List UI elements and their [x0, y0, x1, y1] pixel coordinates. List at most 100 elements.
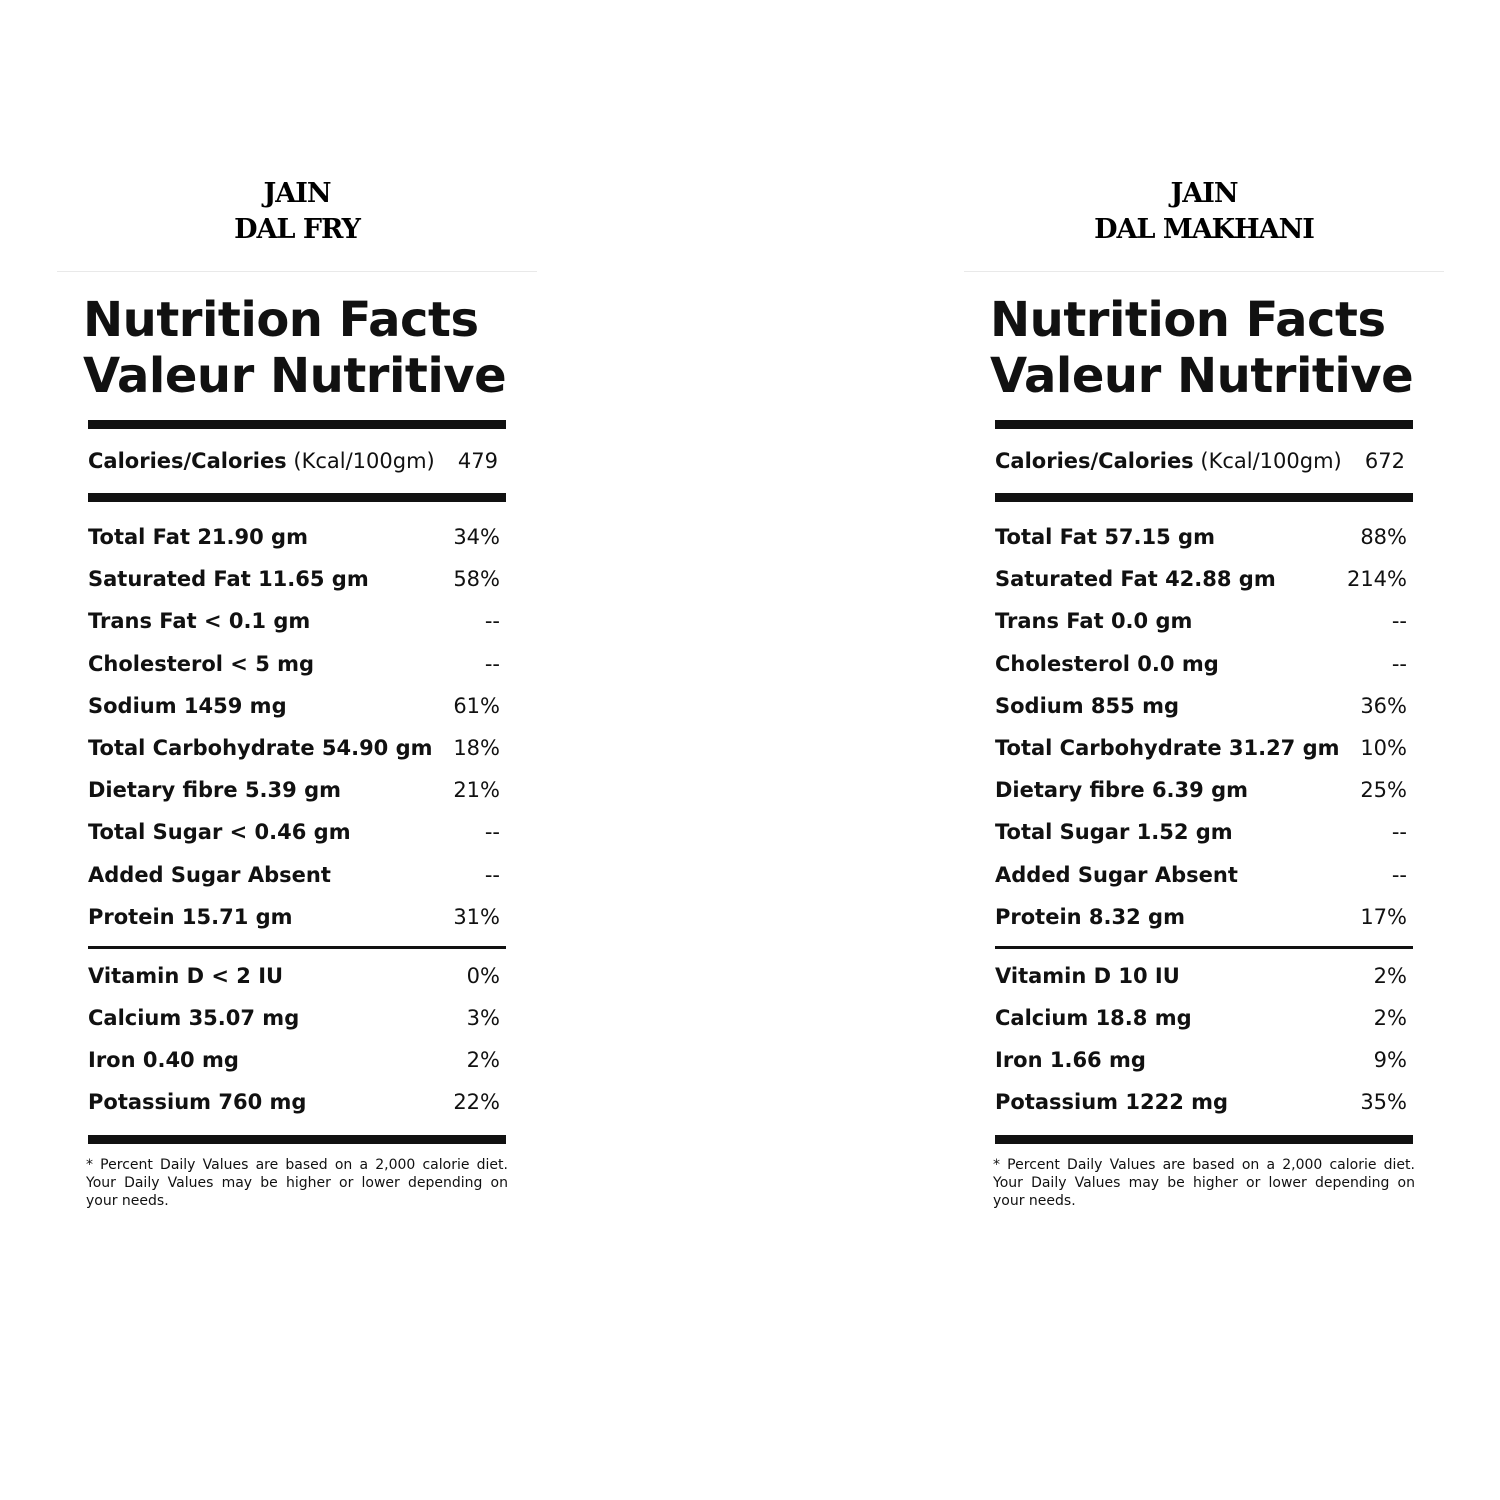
nutrient-daily-value: -- [1391, 651, 1407, 676]
nutrient-daily-value: -- [484, 820, 500, 845]
nutrient-row: Cholesterol 0.0 mg -- [995, 643, 1409, 685]
nutrient-row: Added Sugar Absent -- [88, 854, 502, 896]
nutrient-row: Total Fat 57.15 gm 88% [995, 516, 1409, 558]
vitamin-row: Calcium 18.8 mg 2% [995, 997, 1409, 1039]
nutrient-name: Total Fat 57.15 gm [995, 525, 1215, 550]
nutrient-row: Dietary fibre 5.39 gm 21% [88, 769, 502, 811]
vitamin-daily-value: 9% [1373, 1047, 1407, 1072]
footnote: * Percent Daily Values are based on a 2,… [86, 1156, 508, 1209]
nutrient-name: Cholesterol < 5 mg [88, 651, 315, 676]
vitamin-daily-value: 3% [466, 1005, 500, 1030]
nutrient-name: Sodium 855 mg [995, 693, 1179, 718]
nutrient-daily-value: 88% [1360, 525, 1407, 550]
vitamin-row: Iron 1.66 mg 9% [995, 1039, 1409, 1081]
nutrient-row: Total Fat 21.90 gm 34% [88, 516, 502, 558]
calories-label: Calories/Calories [995, 449, 1194, 473]
nutrient-row: Total Sugar < 0.46 gm -- [88, 811, 502, 853]
nutrient-name: Total Sugar 1.52 gm [995, 820, 1233, 845]
nutrient-list: Total Fat 21.90 gm 34% Saturated Fat 11.6… [88, 502, 502, 946]
calories-unit: (Kcal/100gm) [293, 449, 435, 473]
nutrient-row: Dietary fibre 6.39 gm 25% [995, 769, 1409, 811]
product-name-line-1: JAIN [263, 178, 331, 209]
nutrient-name: Added Sugar Absent [88, 862, 331, 887]
product-name-line-2: DAL FRY [234, 214, 361, 245]
label-title-english: Nutrition Facts [83, 292, 479, 348]
nutrient-daily-value: 36% [1360, 693, 1407, 718]
nutrient-name: Sodium 1459 mg [88, 693, 287, 718]
nutrient-daily-value: 58% [453, 567, 500, 592]
nutrient-row: Saturated Fat 11.65 gm 58% [88, 558, 502, 600]
nutrient-name: Added Sugar Absent [995, 862, 1238, 887]
nutrient-name: Dietary fibre 5.39 gm [88, 778, 341, 803]
vitamin-name: Vitamin D 10 IU [995, 963, 1180, 988]
vitamin-daily-value: 2% [1373, 963, 1407, 988]
nutrient-name: Protein 8.32 gm [995, 904, 1185, 929]
nutrient-name: Trans Fat < 0.1 gm [88, 609, 311, 634]
nutrient-row: Protein 8.32 gm 17% [995, 896, 1409, 938]
nutrient-daily-value: 17% [1360, 904, 1407, 929]
nutrient-row: Trans Fat 0.0 gm -- [995, 600, 1409, 642]
label-title-french: Valeur Nutritive [990, 348, 1414, 404]
vitamin-name: Iron 0.40 mg [88, 1047, 239, 1072]
nutrient-name: Trans Fat 0.0 gm [995, 609, 1193, 634]
nutrient-row: Cholesterol < 5 mg -- [88, 643, 502, 685]
nutrient-row: Sodium 855 mg 36% [995, 685, 1409, 727]
nutrient-name: Protein 15.71 gm [88, 904, 293, 929]
product-name: JAIN DAL FRY [57, 176, 537, 248]
vitamin-daily-value: 35% [1360, 1089, 1407, 1114]
nutrient-daily-value: 61% [453, 693, 500, 718]
nutrient-name: Total Sugar < 0.46 gm [88, 820, 351, 845]
thick-divider [88, 420, 506, 429]
nutrient-name: Total Carbohydrate 54.90 gm [88, 736, 433, 761]
panel-dal-fry: JAIN DAL FRY Nutrition Facts Valeur Nutr… [57, 0, 537, 1500]
divider [964, 271, 1444, 272]
vitamin-name: Calcium 35.07 mg [88, 1005, 300, 1030]
thin-divider [88, 945, 506, 949]
nutrition-label: Nutrition Facts Valeur Nutritive Calorie… [990, 292, 1415, 1210]
nutrient-daily-value: -- [1391, 609, 1407, 634]
vitamin-name: Potassium 1222 mg [995, 1089, 1229, 1114]
nutrient-daily-value: -- [1391, 820, 1407, 845]
vitamin-daily-value: 2% [1373, 1005, 1407, 1030]
vitamin-row: Vitamin D < 2 IU 0% [88, 955, 502, 997]
nutrient-name: Saturated Fat 42.88 gm [995, 567, 1276, 592]
nutrient-daily-value: 18% [453, 736, 500, 761]
vitamin-name: Calcium 18.8 mg [995, 1005, 1192, 1030]
nutrient-name: Cholesterol 0.0 mg [995, 651, 1219, 676]
calories-label: Calories/Calories [88, 449, 287, 473]
nutrient-row: Sodium 1459 mg 61% [88, 685, 502, 727]
product-name-line-1: JAIN [1170, 178, 1238, 209]
nutrient-list: Total Fat 57.15 gm 88% Saturated Fat 42.8… [995, 502, 1409, 946]
label-title-french: Valeur Nutritive [83, 348, 507, 404]
nutrient-row: Total Carbohydrate 54.90 gm 18% [88, 727, 502, 769]
nutrient-row: Total Sugar 1.52 gm -- [995, 811, 1409, 853]
nutrient-daily-value: 21% [453, 778, 500, 803]
calories-value: 672 [1364, 449, 1405, 473]
nutrient-daily-value: 31% [453, 904, 500, 929]
calories-row: Calories/Calories (Kcal/100gm) 479 [88, 429, 502, 493]
divider [57, 271, 537, 272]
thin-divider [995, 945, 1413, 949]
nutrient-row: Added Sugar Absent -- [995, 854, 1409, 896]
nutrient-name: Total Fat 21.90 gm [88, 525, 308, 550]
vitamin-list: Vitamin D 10 IU 2% Calcium 18.8 mg 2% Iron… [995, 949, 1409, 1135]
calories-row: Calories/Calories (Kcal/100gm) 672 [995, 429, 1409, 493]
vitamin-row: Calcium 35.07 mg 3% [88, 997, 502, 1039]
nutrient-row: Total Carbohydrate 31.27 gm 10% [995, 727, 1409, 769]
nutrient-name: Saturated Fat 11.65 gm [88, 567, 369, 592]
nutrient-daily-value: 34% [453, 525, 500, 550]
vitamin-name: Vitamin D < 2 IU [88, 963, 284, 988]
vitamin-name: Potassium 760 mg [88, 1089, 307, 1114]
vitamin-name: Iron 1.66 mg [995, 1047, 1146, 1072]
nutrient-daily-value: 214% [1346, 567, 1407, 592]
thick-divider [995, 493, 1413, 502]
nutrient-daily-value: -- [484, 609, 500, 634]
thick-divider [88, 493, 506, 502]
vitamin-row: Iron 0.40 mg 2% [88, 1039, 502, 1081]
calories-unit: (Kcal/100gm) [1200, 449, 1342, 473]
footnote: * Percent Daily Values are based on a 2,… [993, 1156, 1415, 1209]
nutrient-name: Total Carbohydrate 31.27 gm [995, 736, 1340, 761]
nutrient-daily-value: -- [1391, 862, 1407, 887]
nutrient-daily-value: 25% [1360, 778, 1407, 803]
vitamin-row: Potassium 760 mg 22% [88, 1081, 502, 1123]
